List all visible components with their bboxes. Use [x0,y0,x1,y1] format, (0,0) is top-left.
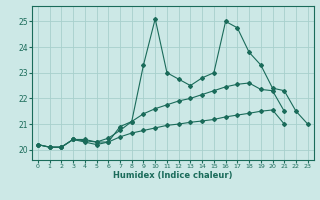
X-axis label: Humidex (Indice chaleur): Humidex (Indice chaleur) [113,171,233,180]
